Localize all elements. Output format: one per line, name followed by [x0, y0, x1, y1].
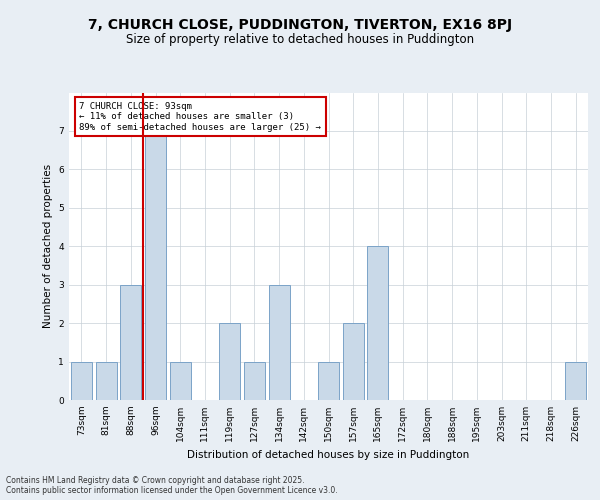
Bar: [244, 362, 265, 400]
Bar: [367, 246, 388, 400]
Bar: [343, 323, 364, 400]
Text: Contains HM Land Registry data © Crown copyright and database right 2025.
Contai: Contains HM Land Registry data © Crown c…: [6, 476, 338, 495]
Bar: [120, 284, 141, 400]
Bar: [71, 362, 92, 400]
Text: 7, CHURCH CLOSE, PUDDINGTON, TIVERTON, EX16 8PJ: 7, CHURCH CLOSE, PUDDINGTON, TIVERTON, E…: [88, 18, 512, 32]
Bar: [565, 362, 586, 400]
Bar: [219, 323, 240, 400]
Bar: [269, 284, 290, 400]
Text: 7 CHURCH CLOSE: 93sqm
← 11% of detached houses are smaller (3)
89% of semi-detac: 7 CHURCH CLOSE: 93sqm ← 11% of detached …: [79, 102, 321, 132]
Bar: [95, 362, 116, 400]
Bar: [318, 362, 339, 400]
X-axis label: Distribution of detached houses by size in Puddington: Distribution of detached houses by size …: [187, 450, 470, 460]
Y-axis label: Number of detached properties: Number of detached properties: [43, 164, 53, 328]
Bar: [170, 362, 191, 400]
Text: Size of property relative to detached houses in Puddington: Size of property relative to detached ho…: [126, 32, 474, 46]
Bar: [145, 131, 166, 400]
